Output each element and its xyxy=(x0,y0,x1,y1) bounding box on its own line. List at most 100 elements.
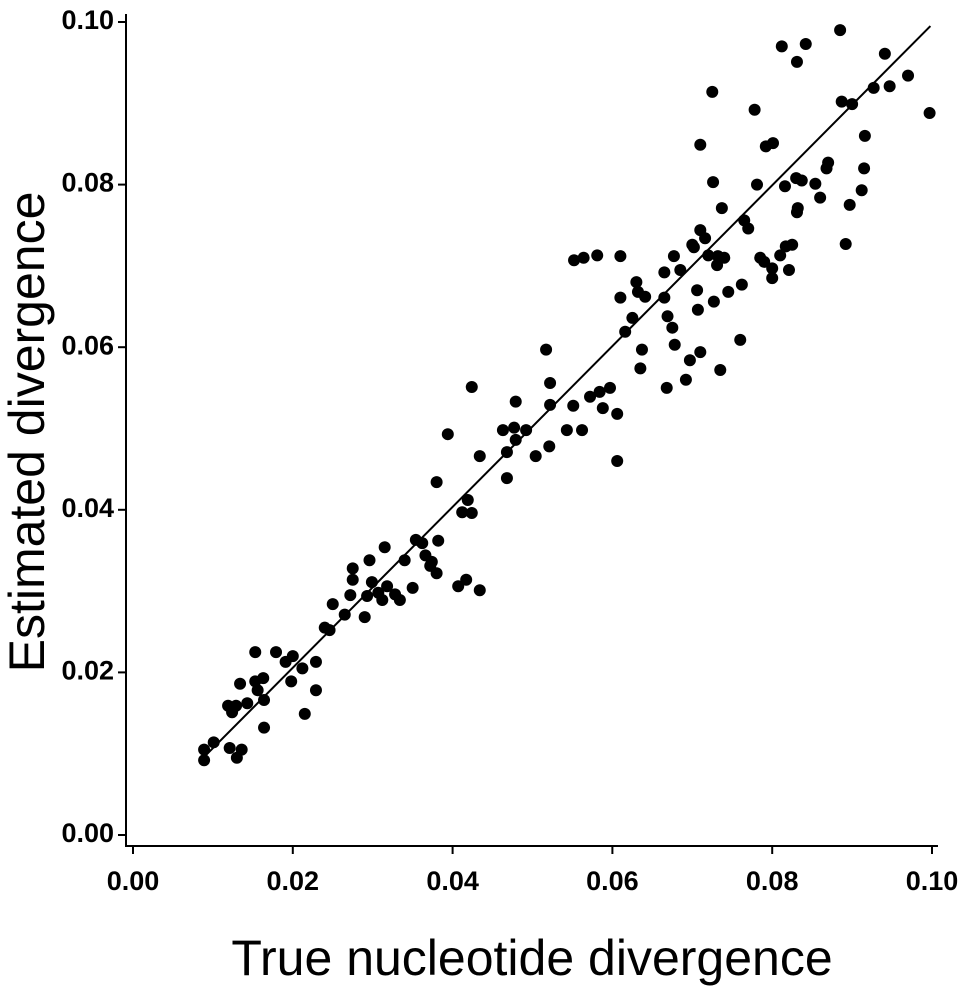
point xyxy=(465,507,478,520)
point xyxy=(814,191,827,204)
point xyxy=(611,455,624,468)
point xyxy=(406,581,419,594)
point xyxy=(858,129,871,142)
point xyxy=(544,398,557,411)
point xyxy=(679,373,692,386)
point xyxy=(344,589,357,602)
point xyxy=(843,198,856,211)
point xyxy=(707,176,720,189)
y-tick-label: 0.06 xyxy=(61,330,114,360)
point xyxy=(508,421,521,434)
point xyxy=(257,672,270,685)
point xyxy=(258,721,271,734)
point xyxy=(393,594,406,607)
point xyxy=(358,611,371,624)
point xyxy=(460,573,473,586)
point xyxy=(441,428,454,441)
point xyxy=(661,310,674,323)
point xyxy=(309,684,322,697)
point xyxy=(596,402,609,415)
point xyxy=(416,537,429,550)
point xyxy=(207,736,220,749)
x-tick-label: 0.08 xyxy=(746,866,799,896)
point xyxy=(376,594,389,607)
point xyxy=(706,85,719,98)
y-tick-label: 0.00 xyxy=(61,818,114,848)
point xyxy=(584,390,597,403)
point xyxy=(795,174,808,187)
point xyxy=(540,343,553,356)
point xyxy=(241,697,254,710)
point xyxy=(577,251,590,264)
point xyxy=(520,424,533,437)
point xyxy=(711,259,724,272)
point xyxy=(718,251,731,264)
point xyxy=(381,580,394,593)
point xyxy=(923,107,936,120)
point xyxy=(742,222,755,235)
point xyxy=(782,263,795,276)
point xyxy=(298,707,311,720)
point xyxy=(639,290,652,303)
point xyxy=(509,395,522,408)
point xyxy=(198,743,211,756)
point xyxy=(568,254,581,267)
x-tick-label: 0.02 xyxy=(267,866,320,896)
point xyxy=(766,137,779,150)
point xyxy=(614,250,627,263)
point xyxy=(452,580,465,593)
point xyxy=(683,354,696,367)
point xyxy=(500,446,513,459)
x-axis-title: True nucleotide divergence xyxy=(231,930,832,986)
point xyxy=(338,608,351,621)
point xyxy=(630,276,643,289)
point xyxy=(855,184,868,197)
point xyxy=(593,385,606,398)
point xyxy=(722,285,735,298)
point xyxy=(309,655,322,668)
point xyxy=(635,343,648,356)
point xyxy=(634,362,647,375)
point xyxy=(529,450,542,463)
point xyxy=(751,178,764,191)
point xyxy=(694,346,707,359)
point xyxy=(707,295,720,308)
point xyxy=(465,381,478,394)
point xyxy=(668,338,681,351)
point xyxy=(835,95,848,108)
point xyxy=(456,506,469,519)
point xyxy=(774,249,787,262)
point xyxy=(734,333,747,346)
point xyxy=(766,272,779,285)
point xyxy=(270,646,283,659)
point xyxy=(715,202,728,215)
point xyxy=(775,40,788,53)
point xyxy=(786,238,799,251)
point xyxy=(378,541,391,554)
point xyxy=(883,80,896,93)
point xyxy=(567,399,580,412)
point xyxy=(509,433,522,446)
point xyxy=(858,162,871,175)
point xyxy=(286,650,299,663)
point xyxy=(361,589,374,602)
point xyxy=(702,249,715,262)
point xyxy=(576,424,589,437)
point xyxy=(560,424,573,437)
point xyxy=(666,321,679,334)
point xyxy=(235,743,248,756)
point xyxy=(667,250,680,263)
point xyxy=(604,381,617,394)
point xyxy=(346,573,359,586)
point xyxy=(543,440,556,453)
point xyxy=(398,554,411,567)
point xyxy=(758,255,771,268)
point xyxy=(834,24,847,37)
point xyxy=(249,646,262,659)
point xyxy=(790,206,803,219)
point xyxy=(846,98,859,111)
point xyxy=(674,263,687,276)
point xyxy=(323,624,336,637)
point xyxy=(430,567,443,580)
